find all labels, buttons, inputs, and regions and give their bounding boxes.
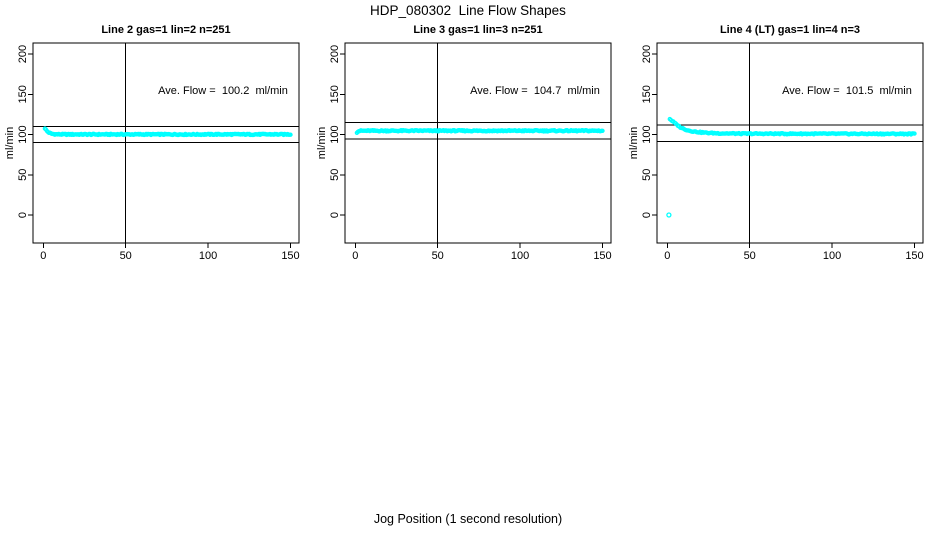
axes [28, 42, 300, 248]
x-tick-label: 150 [281, 250, 299, 262]
y-axis-label: ml/min [316, 127, 328, 159]
x-tick-label: 0 [352, 250, 358, 262]
x-axis-title: Jog Position (1 second resolution) [373, 512, 563, 526]
panel-line-4: 0 50 100 150 0 50 100 150 200 ml/min Line 4 (LT) … [624, 0, 936, 285]
outlier-point [666, 212, 672, 218]
y-tick-label: 150 [641, 85, 653, 103]
series-points [666, 116, 917, 218]
x-tick-label: 150 [593, 250, 611, 262]
panel-line-3: 0 50 100 150 0 50 100 150 200 ml/min Line 3 gas=1… [312, 0, 624, 285]
ave-flow-annotation: Ave. Flow = 101.5 ml/min [782, 85, 912, 97]
y-tick-label: 200 [329, 45, 341, 63]
y-axis-label: ml/min [4, 127, 16, 159]
panel-line-2: 0 50 100 150 0 50 100 150 200 ml/min Line 2 gas=1… [0, 0, 312, 285]
y-tick-label: 50 [641, 169, 653, 181]
axes [340, 42, 612, 248]
panel-title: Line 3 gas=1 lin=3 n=251 [413, 24, 543, 36]
plot-box [344, 42, 612, 244]
y-tick-label: 0 [641, 212, 653, 218]
plot-box [656, 42, 924, 244]
y-tick-label: 50 [329, 169, 341, 181]
x-tick-label: 100 [199, 250, 217, 262]
y-tick-label: 150 [17, 85, 29, 103]
ave-flow-annotation: Ave. Flow = 100.2 ml/min [158, 85, 288, 97]
data-point [600, 128, 605, 133]
data-point [288, 132, 293, 137]
series-points [354, 127, 605, 135]
axis-labels: 0 50 100 150 0 50 100 150 200 ml/min [4, 45, 300, 262]
y-tick-label: 0 [17, 212, 29, 218]
x-tick-label: 0 [40, 250, 46, 262]
x-tick-label: 50 [744, 250, 756, 262]
x-tick-label: 0 [664, 250, 670, 262]
panel-title: Line 4 (LT) gas=1 lin=4 n=3 [719, 24, 861, 36]
ave-flow-annotation: Ave. Flow = 104.7 ml/min [470, 85, 600, 97]
x-tick-label: 100 [511, 250, 529, 262]
y-tick-label: 0 [329, 212, 341, 218]
y-tick-label: 100 [17, 125, 29, 143]
y-tick-label: 150 [329, 85, 341, 103]
y-tick-label: 100 [329, 125, 341, 143]
y-tick-label: 50 [17, 169, 29, 181]
plot-area-line-4: 0 50 100 150 0 50 100 150 200 ml/min [628, 42, 924, 262]
y-tick-label: 100 [641, 125, 653, 143]
plot-area-line-3: 0 50 100 150 0 50 100 150 200 ml/min [316, 42, 612, 262]
plot-box [32, 42, 300, 244]
x-tick-label: 50 [120, 250, 132, 262]
axis-labels: 0 50 100 150 0 50 100 150 200 ml/min [628, 45, 924, 262]
axis-labels: 0 50 100 150 0 50 100 150 200 ml/min [316, 45, 612, 262]
x-tick-label: 50 [432, 250, 444, 262]
axes [652, 42, 924, 248]
y-tick-label: 200 [17, 45, 29, 63]
y-tick-label: 200 [641, 45, 653, 63]
figure-title: HDP_080302 Line Flow Shapes [370, 3, 566, 18]
y-axis-label: ml/min [628, 127, 640, 159]
plot-area-line-2: 0 50 100 150 0 50 100 150 200 ml/min [4, 42, 300, 262]
x-tick-label: 100 [823, 250, 841, 262]
series-points [42, 126, 293, 138]
x-tick-label: 150 [905, 250, 923, 262]
data-point [912, 131, 917, 136]
panel-title: Line 2 gas=1 lin=2 n=251 [101, 24, 231, 36]
